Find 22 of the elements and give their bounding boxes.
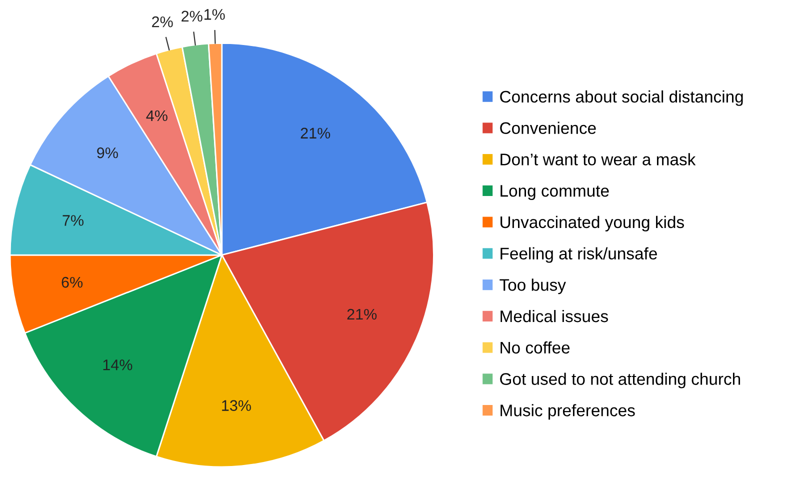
data-label: 7% <box>62 215 84 226</box>
legend-label: Got used to not attending church <box>500 372 740 388</box>
legend-label: No coffee <box>500 341 570 354</box>
data-label: 4% <box>146 110 168 122</box>
legend-label: Unvaccinated young kids <box>500 216 684 232</box>
legend-label: Concerns about social distancing <box>500 90 743 106</box>
data-label: 2% <box>152 16 173 28</box>
data-label: 9% <box>97 147 118 158</box>
data-label: 1% <box>204 9 225 20</box>
legend-label: Music preferences <box>500 404 635 420</box>
legend-label: Feeling at risk/unsafe <box>500 247 657 263</box>
data-label: 21% <box>347 308 377 320</box>
legend-label: Medical issues <box>500 310 608 322</box>
data-label: 21% <box>300 128 330 139</box>
data-label: 14% <box>103 360 132 370</box>
legend-label: Don’t want to wear a mask <box>500 153 696 166</box>
legend-label: Convenience <box>500 122 596 134</box>
data-label: 13% <box>222 400 251 411</box>
legend-label: Too busy <box>500 278 566 294</box>
data-label: 2% <box>182 10 202 22</box>
legend-label: Long commute <box>500 185 609 200</box>
data-label: 6% <box>62 276 83 288</box>
